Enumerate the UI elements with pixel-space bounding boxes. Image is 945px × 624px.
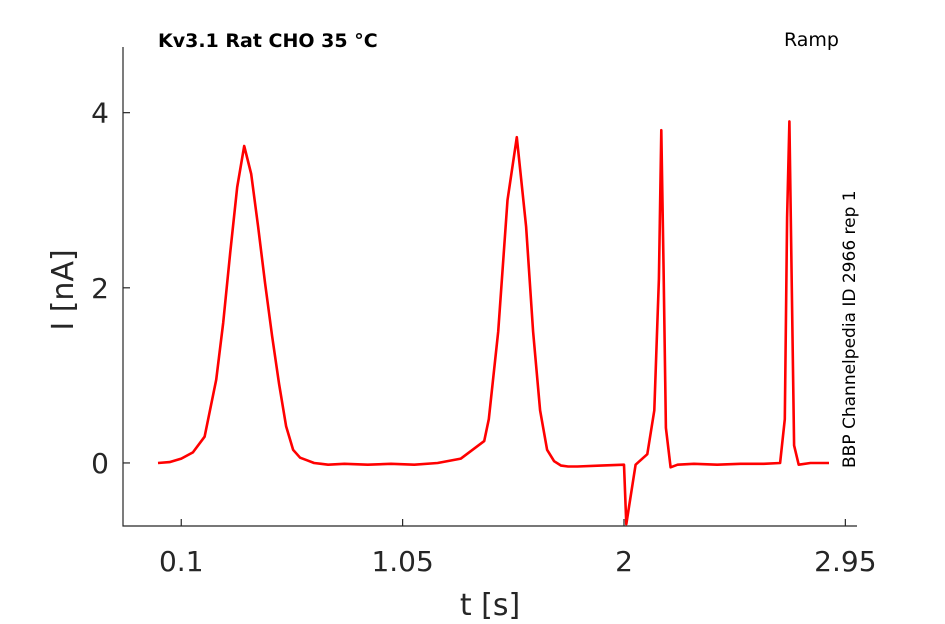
x-ticks: 0.1 1.05 2 2.95	[159, 519, 877, 578]
y-tick-label: 4	[91, 97, 109, 130]
series-line-current	[157, 120, 829, 526]
side-label: BBP Channelpedia ID 2966 rep 1	[840, 190, 860, 468]
y-tick-label: 2	[91, 272, 109, 305]
x-tick-label: 1.05	[371, 545, 433, 578]
x-tick-label: 2.95	[814, 545, 876, 578]
x-tick-label: 0.1	[159, 545, 204, 578]
y-tick-label: 0	[91, 447, 109, 480]
x-axis-label: t [s]	[460, 588, 520, 623]
y-axis-label: I [nA]	[46, 249, 81, 330]
protocol-label: Ramp	[784, 29, 839, 51]
axes-lines	[122, 47, 857, 527]
chart-title: Kv3.1 Rat CHO 35 °C	[158, 30, 378, 52]
y-ticks: 0 2 4	[91, 97, 130, 480]
x-tick-label: 2	[615, 545, 633, 578]
